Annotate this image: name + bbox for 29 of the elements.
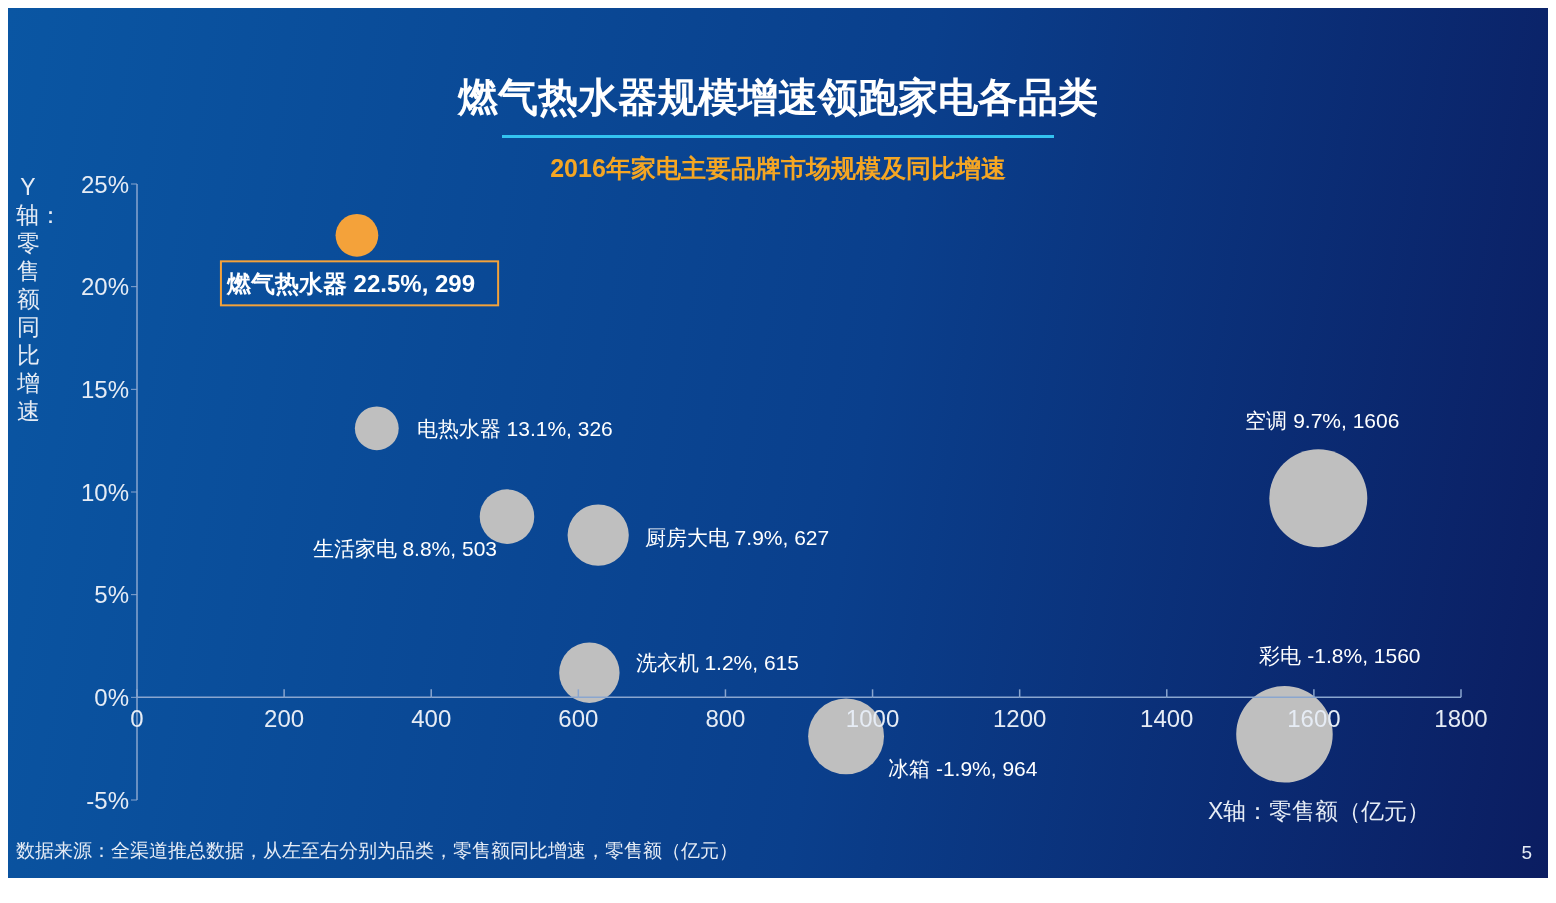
data-label: 电热水器 13.1%, 326 (416, 416, 613, 440)
text: Y轴：零售额同比增速 (16, 174, 62, 424)
source-note: 数据来源：全渠道推总数据，从左至右分别为品类，零售额同比增速，零售额（亿元） (16, 839, 738, 863)
data-label: 彩电 -1.8%, 1560 (1259, 643, 1421, 667)
data-label: 生活家电 8.8%, 503 (312, 537, 497, 561)
y-tick-label: 15% (80, 375, 129, 403)
x-tick-label: 1400 (1140, 705, 1194, 733)
y-tick-label: 0% (94, 683, 129, 711)
chart-subtitle: 2016年家电主要品牌市场规模及同比增速 (550, 154, 1006, 182)
x-tick-label: 200 (264, 705, 305, 733)
y-tick-label: 10% (80, 478, 129, 506)
data-label: 冰箱 -1.9%, 964 (888, 756, 1038, 780)
text: 5 (1521, 842, 1532, 864)
x-tick-label: 600 (558, 705, 599, 733)
x-tick-label: 1200 (992, 705, 1047, 733)
y-tick-label: 25% (80, 170, 129, 198)
chart-title: 燃气热水器规模增速领跑家电各品类 (456, 74, 1099, 121)
x-tick-label: 400 (411, 705, 452, 733)
y-tick-label: 20% (80, 273, 129, 301)
y-tick-label: 5% (94, 581, 129, 609)
x-tick-label: 0 (130, 705, 144, 733)
y-tick-label: -5% (86, 786, 129, 814)
data-label: 洗衣机 1.2%, 615 (635, 651, 799, 675)
x-tick-label: 800 (705, 705, 746, 733)
data-label: 空调 9.7%, 1606 (1245, 408, 1400, 432)
x-axis-title: X轴：零售额（亿元） (1208, 797, 1431, 826)
x-tick-label: 1800 (1434, 705, 1488, 733)
data-label: 厨房大电 7.9%, 627 (644, 525, 830, 549)
data-label: 燃气热水器 22.5%, 299 (225, 269, 476, 297)
